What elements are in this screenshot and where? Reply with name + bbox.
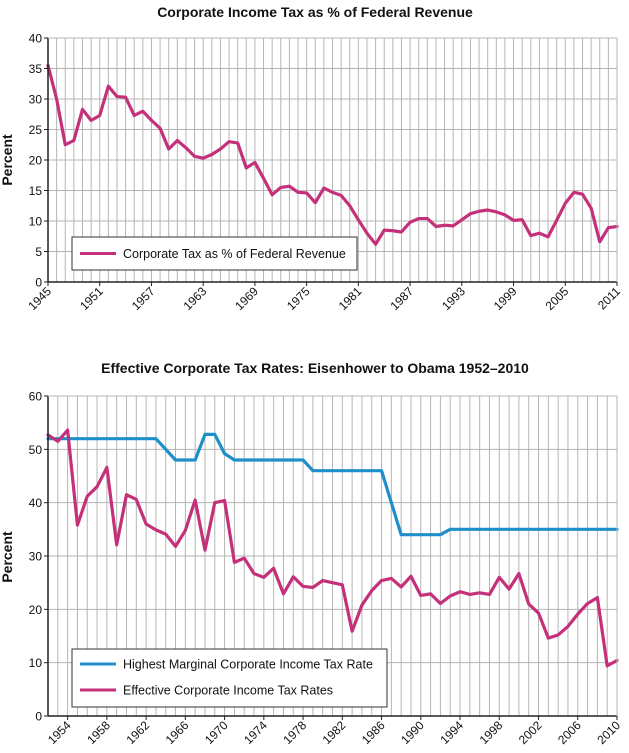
chart-2-xtick-1998: 1998 <box>477 718 506 747</box>
chart-2-xtick-1962: 1962 <box>123 718 152 747</box>
chart-1-ytick-25: 25 <box>29 123 43 137</box>
chart-1-xtick-1999: 1999 <box>491 284 520 313</box>
chart-effective-tax-rates: Effective Corporate Tax Rates: Eisenhowe… <box>0 360 623 747</box>
chart-1-ytick-10: 10 <box>29 215 43 229</box>
chart-2-xtick-1990: 1990 <box>398 718 427 747</box>
chart-2-ytick-10: 10 <box>29 656 43 670</box>
chart-2-xtick-2010: 2010 <box>594 718 623 747</box>
chart-2-xtick-1958: 1958 <box>84 718 113 747</box>
chart-1-ytick-40: 40 <box>29 32 43 46</box>
chart-1-ytick-15: 15 <box>29 184 43 198</box>
chart-1-xtick-1975: 1975 <box>284 284 313 313</box>
chart-2-ytick-0: 0 <box>35 710 42 724</box>
chart-1-ytick-20: 20 <box>29 154 43 168</box>
chart-1-xtick-2011: 2011 <box>595 284 623 312</box>
chart-2-ytick-40: 40 <box>29 496 43 510</box>
chart-1-legend-label-corporate-tax: Corporate Tax as % of Federal Revenue <box>123 247 346 261</box>
chart-1-xtick-1987: 1987 <box>387 284 416 313</box>
chart-2-y-axis-label: Percent <box>0 531 15 583</box>
chart-1-xtick-1951: 1951 <box>77 284 106 313</box>
chart-2-ytick-30: 30 <box>29 550 43 564</box>
chart-2-xtick-1954: 1954 <box>45 718 74 747</box>
chart-2-xtick-1970: 1970 <box>202 718 231 747</box>
chart-1-title: Corporate Income Tax as % of Federal Rev… <box>157 4 473 20</box>
chart-2-legend: Highest Marginal Corporate Income Tax Ra… <box>71 648 388 708</box>
chart-1-xtick-1945: 1945 <box>25 284 54 313</box>
chart-1-xtick-1969: 1969 <box>232 284 261 313</box>
chart-2-xtick-1978: 1978 <box>280 718 309 747</box>
chart-1-axes <box>44 37 618 286</box>
chart-corporate-tax-share: Corporate Income Tax as % of Federal Rev… <box>0 4 623 313</box>
chart-2-x-tick-labels: 1954 1958 1962 1966 1970 1974 1978 1982 1986 1990… <box>45 718 623 747</box>
chart-1-xtick-1981: 1981 <box>336 284 365 313</box>
chart-2-ytick-20: 20 <box>29 603 43 617</box>
chart-2-ytick-50: 50 <box>29 443 43 457</box>
chart-2-legend-label-highest-marginal-rate: Highest Marginal Corporate Income Tax Ra… <box>123 658 373 672</box>
chart-1-ytick-5: 5 <box>35 245 42 259</box>
chart-1-xtick-1963: 1963 <box>181 284 210 313</box>
chart-1-ytick-0: 0 <box>35 276 42 290</box>
chart-2-ytick-60: 60 <box>29 390 43 404</box>
chart-1-ytick-35: 35 <box>29 62 43 76</box>
chart-2-xtick-1966: 1966 <box>163 718 192 747</box>
chart-2-xtick-1982: 1982 <box>320 718 349 747</box>
chart-2-xtick-1986: 1986 <box>359 718 388 747</box>
chart-1-x-tick-labels: 1945 1951 1957 1963 1969 1975 1981 1987 1993 1999… <box>25 284 623 313</box>
chart-1-legend: Corporate Tax as % of Federal Revenue <box>71 236 358 271</box>
chart-2-y-tick-labels: 0 10 20 30 40 50 60 <box>29 390 43 724</box>
chart-1-xtick-2005: 2005 <box>543 284 572 313</box>
chart-2-xtick-2006: 2006 <box>555 718 584 747</box>
chart-1-legend-box <box>71 236 358 271</box>
chart-2-xtick-1974: 1974 <box>241 718 270 747</box>
chart-2-xtick-2002: 2002 <box>516 718 545 747</box>
chart-1-xtick-1993: 1993 <box>439 284 468 313</box>
chart-1-series <box>46 63 619 246</box>
chart-1-ytick-30: 30 <box>29 93 43 107</box>
chart-2-legend-box <box>71 648 388 708</box>
chart-2-xtick-1994: 1994 <box>437 718 466 747</box>
chart-2-axes <box>44 395 618 720</box>
chart-1-xtick-1957: 1957 <box>129 284 158 313</box>
chart-2-title: Effective Corporate Tax Rates: Eisenhowe… <box>101 360 529 376</box>
chart-2-legend-label-effective-rates: Effective Corporate Income Tax Rates <box>123 684 333 698</box>
chart-2-series <box>46 428 619 668</box>
chart-1-y-axis-label: Percent <box>0 134 15 186</box>
chart-2-gridlines <box>48 395 617 716</box>
chart-1-y-tick-labels: 0 5 10 15 20 25 30 35 40 <box>29 32 43 290</box>
